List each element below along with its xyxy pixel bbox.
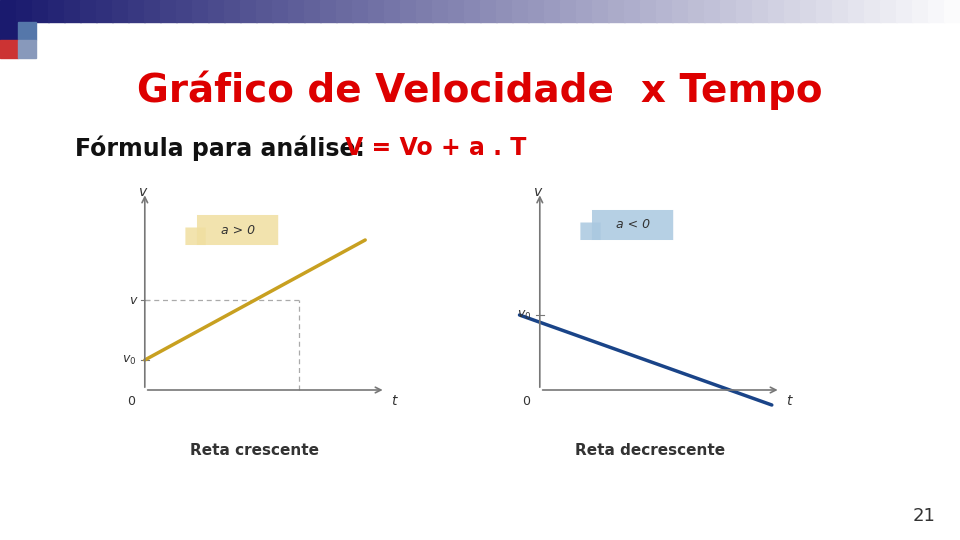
Bar [640, 0, 657, 22]
Bar [896, 0, 913, 22]
Bar [480, 0, 497, 22]
Bar [832, 0, 849, 22]
Bar [18, 40, 36, 58]
Text: Reta crescente: Reta crescente [190, 443, 320, 458]
Bar [688, 0, 705, 22]
Text: a > 0: a > 0 [221, 224, 254, 237]
Bar [48, 0, 65, 22]
Text: $v_0$: $v_0$ [123, 354, 137, 367]
Bar [672, 0, 689, 22]
FancyBboxPatch shape [185, 227, 205, 245]
Bar [0, 40, 18, 58]
Bar [736, 0, 753, 22]
Bar [720, 0, 737, 22]
Bar [96, 0, 113, 22]
Text: t: t [392, 394, 396, 408]
Bar [768, 0, 785, 22]
Bar [272, 0, 289, 22]
Bar [848, 0, 865, 22]
Bar [912, 0, 929, 22]
Bar [800, 0, 817, 22]
Text: Reta decrescente: Reta decrescente [575, 443, 725, 458]
Bar [0, 0, 17, 22]
Text: 0: 0 [522, 395, 530, 408]
Bar [352, 0, 369, 22]
Bar [928, 0, 945, 22]
Text: v: v [130, 294, 137, 307]
FancyBboxPatch shape [581, 222, 601, 240]
Bar [368, 0, 385, 22]
Bar [496, 0, 513, 22]
Bar [416, 0, 433, 22]
Text: Gráfico de Velocidade  x Tempo: Gráfico de Velocidade x Tempo [137, 70, 823, 110]
Text: V = Vo + a . T: V = Vo + a . T [345, 136, 526, 160]
Bar [112, 0, 129, 22]
Bar [704, 0, 721, 22]
Bar [160, 0, 177, 22]
Bar [384, 0, 401, 22]
Text: 0: 0 [127, 395, 134, 408]
Bar [224, 0, 241, 22]
Bar [176, 0, 193, 22]
Bar [432, 0, 449, 22]
Text: 21: 21 [912, 507, 935, 525]
Bar [448, 0, 465, 22]
Bar [256, 0, 273, 22]
Bar [816, 0, 833, 22]
Bar [18, 22, 36, 40]
Bar [560, 0, 577, 22]
Text: a < 0: a < 0 [615, 219, 650, 232]
Bar [128, 0, 145, 22]
Bar [144, 0, 161, 22]
Bar [32, 0, 49, 22]
Bar [944, 0, 960, 22]
Bar [544, 0, 561, 22]
Bar [624, 0, 641, 22]
Bar [320, 0, 337, 22]
Bar [208, 0, 225, 22]
Bar [288, 0, 305, 22]
Bar [864, 0, 881, 22]
Bar [64, 0, 81, 22]
Bar [592, 0, 609, 22]
Bar [240, 0, 257, 22]
Bar [528, 0, 545, 22]
Text: t: t [786, 394, 792, 408]
Bar [80, 0, 97, 22]
FancyBboxPatch shape [592, 210, 673, 240]
Bar [400, 0, 417, 22]
Bar [464, 0, 481, 22]
Text: $v_0$: $v_0$ [517, 308, 532, 321]
Bar [608, 0, 625, 22]
Bar [192, 0, 209, 22]
Text: Fórmula para análise:: Fórmula para análise: [75, 135, 373, 161]
FancyBboxPatch shape [197, 215, 278, 245]
Bar [16, 0, 33, 22]
Bar [880, 0, 897, 22]
Bar [576, 0, 593, 22]
Bar [512, 0, 529, 22]
Text: v: v [534, 185, 542, 199]
Bar [752, 0, 769, 22]
Text: v: v [138, 185, 147, 199]
Bar [656, 0, 673, 22]
Bar [304, 0, 321, 22]
Bar [0, 22, 18, 40]
Bar [784, 0, 801, 22]
Bar [336, 0, 353, 22]
